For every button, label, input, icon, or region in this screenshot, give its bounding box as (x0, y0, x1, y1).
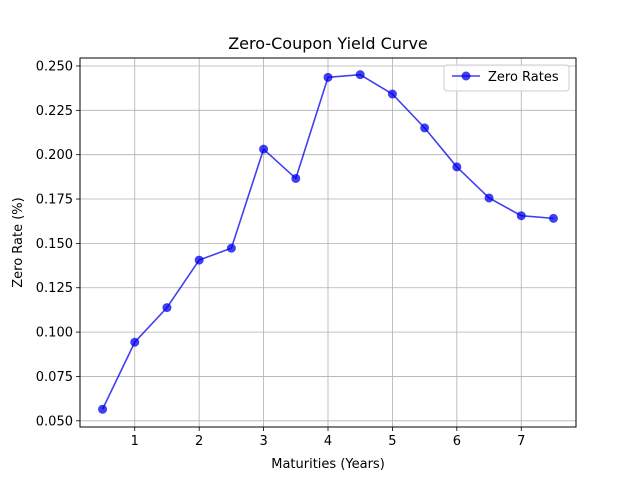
x-tick-label: 4 (324, 434, 332, 449)
x-tick-label: 3 (259, 434, 267, 449)
x-tick-label: 1 (131, 434, 139, 449)
grid-lines (80, 58, 576, 427)
data-point (323, 72, 333, 82)
y-tick-label: 0.225 (36, 104, 73, 119)
legend-entry-label: Zero Rates (488, 70, 559, 85)
data-point (548, 213, 558, 223)
y-tick-label: 0.175 (36, 193, 73, 208)
x-tick-label: 2 (195, 434, 203, 449)
y-tick-label: 0.100 (36, 326, 73, 341)
y-tick-label: 0.200 (36, 148, 73, 163)
x-tick-label: 5 (388, 434, 396, 449)
x-tick-label: 7 (517, 434, 525, 449)
data-point (291, 173, 301, 183)
x-tick-label: 6 (453, 434, 461, 449)
legend-frame (443, 64, 570, 92)
y-tick-label: 0.075 (36, 370, 73, 385)
data-point (162, 303, 172, 313)
y-tick-label: 0.125 (36, 281, 73, 296)
data-point (516, 211, 526, 221)
data-point (259, 144, 269, 154)
y-tick-label: 0.150 (36, 237, 73, 252)
data-point (355, 70, 365, 80)
legend: Zero Rates (443, 64, 570, 92)
data-point (484, 193, 494, 203)
y-tick-label: 0.250 (36, 59, 73, 74)
x-axis-label: Maturities (Years) (271, 457, 385, 472)
chart-title: Zero-Coupon Yield Curve (228, 34, 428, 53)
data-point (452, 162, 462, 172)
data-point (226, 243, 236, 253)
data-point (387, 89, 397, 99)
y-axis-label: Zero Rate (%) (11, 197, 26, 288)
data-point (420, 123, 430, 133)
data-point (194, 255, 204, 265)
data-point (98, 404, 108, 414)
y-tick-label: 0.050 (36, 414, 73, 429)
series-layer (98, 70, 558, 414)
data-point (130, 337, 140, 347)
axis-ticks: 1 2 3 4 5 6 7 0.050 0.075 0.100 0.125 0.150 0.175 0.2… (36, 59, 526, 449)
legend-marker-swatch (461, 71, 471, 81)
